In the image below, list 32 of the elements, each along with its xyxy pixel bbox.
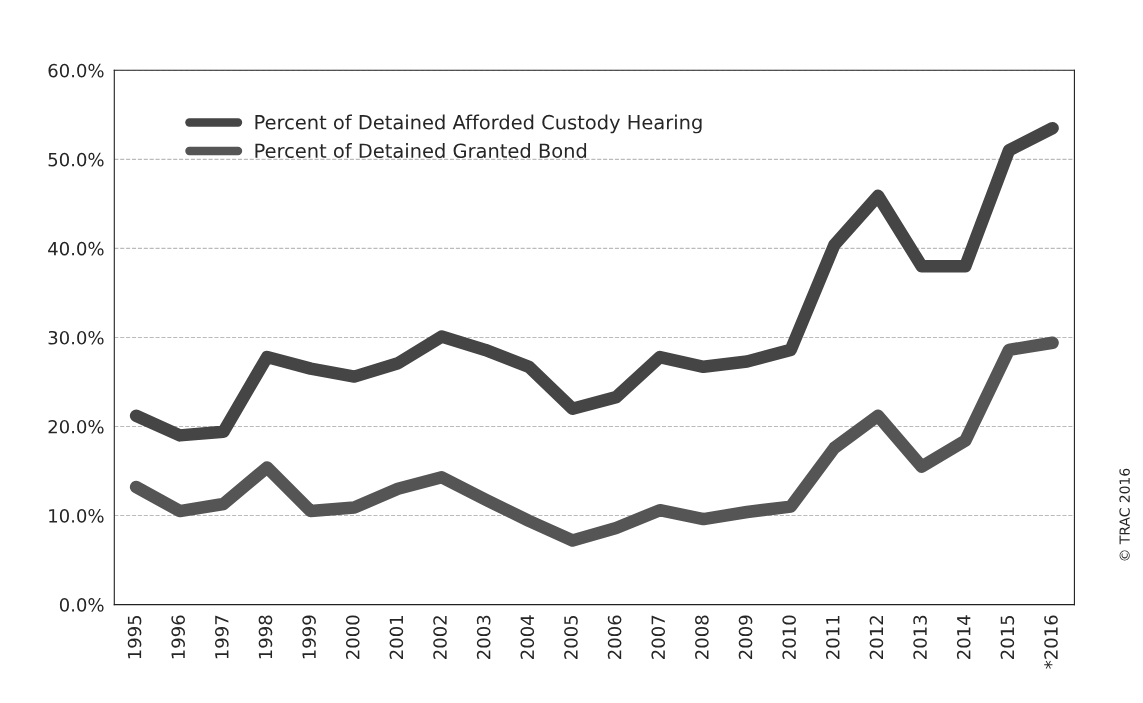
y-tick-label: 20.0% [48, 419, 104, 434]
text: © TRAC 2016 [1119, 468, 1130, 561]
x-tick-label: 2002 [433, 616, 447, 659]
x-tick-label: 1996 [171, 615, 185, 659]
y-tick-label: 30.0% [48, 330, 104, 345]
y-tick-label: 40.0% [48, 241, 104, 256]
legend-label: Percent of Detained Afforded Custody Hearing [255, 114, 702, 134]
y-tick-label: 0.0% [59, 598, 104, 612]
x-tick-label: 2004 [520, 615, 535, 659]
x-tick-label: 2014 [956, 615, 971, 659]
x-tick-label: 2003 [476, 615, 491, 659]
x-tick-label: 2009 [738, 615, 753, 659]
x-tick-label: 2011 [825, 615, 840, 659]
legend-label: Percent of Detained Granted Bond [255, 143, 587, 159]
x-tick-label: 2012 [869, 616, 884, 659]
y-tick-label: 50.0% [48, 152, 104, 167]
x-tick-label: *2016 [1044, 615, 1058, 669]
x-tick-label: 1997 [214, 615, 229, 659]
x-tick-label: 2000 [345, 615, 360, 659]
x-tick-label: 2001 [389, 615, 404, 659]
x-tick-label: 1995 [127, 615, 142, 659]
y-tick-label: 60.0% [48, 63, 104, 78]
x-tick-label: 2006 [607, 615, 622, 659]
y-tick-label: 10.0% [49, 508, 104, 523]
x-tick-label: 2015 [1000, 615, 1015, 659]
x-tick-label: 2010 [782, 615, 796, 659]
x-tick-label: 2005 [564, 615, 578, 659]
x-tick-label: 2008 [695, 615, 709, 659]
x-tick-label: 1998 [258, 615, 273, 659]
x-tick-label: 1999 [302, 615, 316, 659]
x-tick-label: 2007 [651, 615, 666, 659]
x-tick-label: 2013 [913, 615, 927, 659]
